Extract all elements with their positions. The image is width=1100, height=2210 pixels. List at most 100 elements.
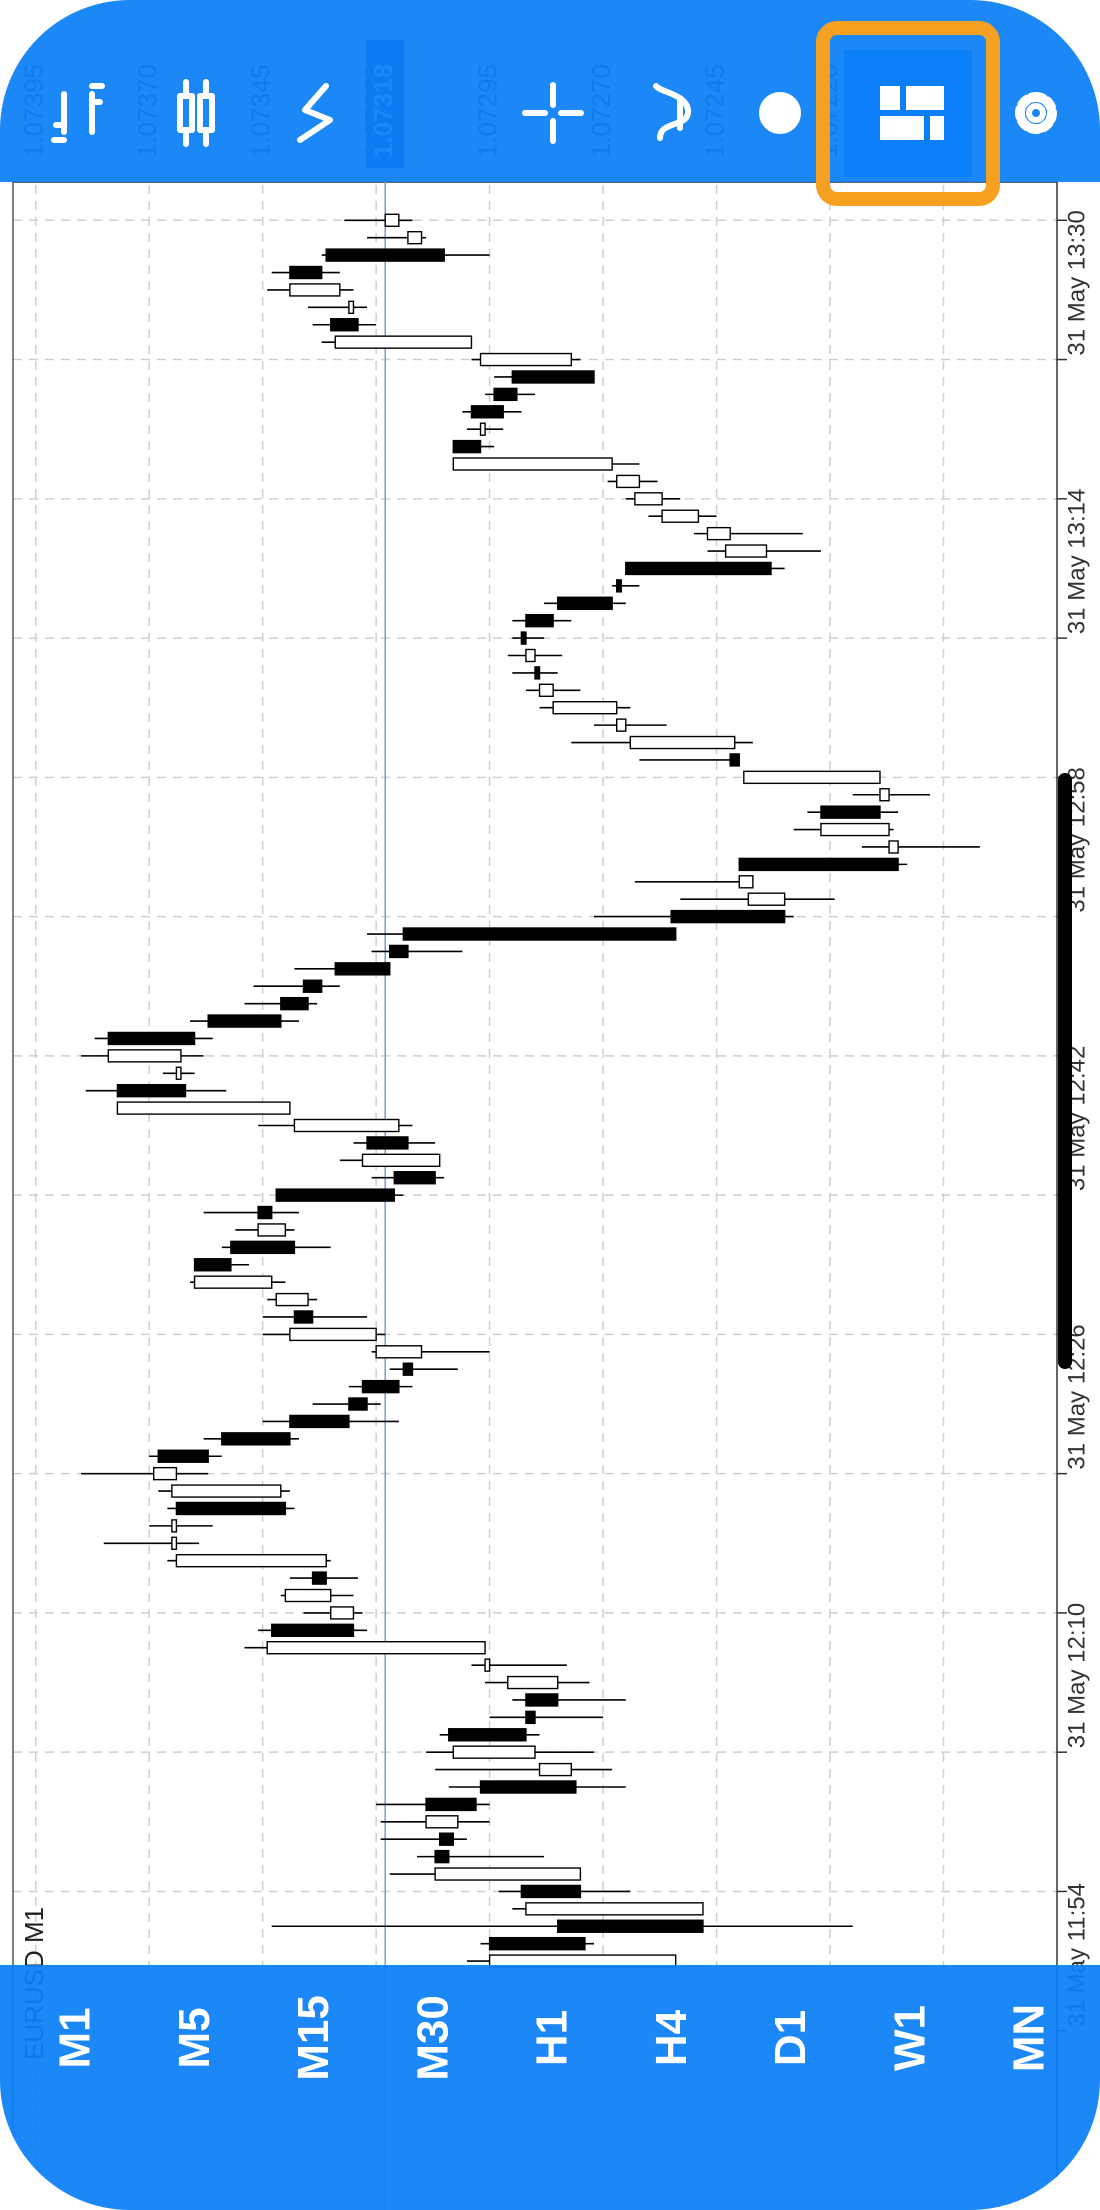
scrollbar[interactable] [1058,773,1072,1369]
candle-body [171,1536,178,1550]
bars-icon[interactable] [51,83,105,143]
candle-body [425,1797,477,1812]
timeframe-button[interactable]: M5 [170,2007,219,2068]
line-icon[interactable] [297,83,333,143]
candle-body [289,1327,377,1342]
timeframe-button[interactable]: D1 [766,2010,815,2066]
candle-body [425,1815,459,1829]
candle-body [402,927,677,941]
candle-body [525,613,554,628]
candle-body [171,1519,178,1533]
timeframe-button[interactable]: MN [1005,2004,1054,2072]
candle-body [625,561,772,576]
candle-body [153,1466,178,1481]
candle-body [479,1780,577,1794]
x-tick-label: 31 May 13:14 [1063,489,1090,634]
crosshair-icon[interactable] [522,82,584,144]
candle-body [207,1014,282,1028]
candle-body [520,1884,582,1899]
candle-body [116,1083,187,1098]
candle-body [661,509,700,523]
timeframe-button[interactable]: H1 [528,2010,577,2066]
candle-body [257,1223,287,1237]
settings-icon[interactable] [1015,92,1057,134]
timeframe-button[interactable]: M1 [51,2007,100,2068]
timeframe-button[interactable]: W1 [885,2005,934,2071]
candle-body [534,666,541,680]
candle-body [289,1414,350,1429]
candle-body [293,1118,400,1133]
candle-body [193,1275,273,1289]
timeframe-button[interactable]: M30 [408,1995,457,2081]
candle-body [488,1936,586,1951]
candle-body [747,892,786,906]
candle-body [452,439,482,454]
candle-body [738,875,754,889]
candle-body [520,631,527,645]
candle-body [107,1031,196,1046]
candle-body [302,979,323,993]
timeframe-button[interactable]: M15 [289,1995,338,2081]
candle-body [479,422,486,436]
x-tick-label: 31 May 13:30 [1063,210,1090,355]
candle-body [634,492,663,506]
candle-body [271,1623,355,1638]
candle-body [280,996,309,1011]
candle-body [175,1553,327,1568]
toolbar-icons [51,21,1057,206]
candle-body [556,596,613,610]
candle-body [525,648,536,663]
candles-icon[interactable] [177,79,215,147]
candle-body [556,1919,704,1933]
candle-body [438,1832,454,1846]
candle-body [366,1136,409,1150]
candle-body [393,1171,436,1185]
candle-body [616,718,627,732]
candle-body [479,352,573,367]
candle-body [375,1345,423,1359]
windows-highlight[interactable] [816,21,1000,206]
candle-body [157,1449,209,1463]
candle-body [820,805,881,819]
indicators-icon[interactable] [653,83,691,141]
candle-body [193,1258,232,1272]
candle-body [493,387,518,402]
candle-body [289,283,341,297]
candle-body [361,1379,400,1394]
candle-body [525,1710,536,1725]
candle-body [538,683,554,698]
candle-body [729,753,740,767]
candle-body [334,335,473,349]
candle-body [470,405,504,419]
timeframe-bar [0,1965,1100,2210]
candle-body [230,1240,296,1255]
candle-body [330,1606,355,1620]
candle-body [452,1745,536,1759]
candle-body [402,1362,414,1376]
timeframe-list: M1 M5 M15 M30 H1 H4 D1 W1 MN [51,1995,1054,2081]
candle-body [325,248,445,262]
candle-body [289,265,323,280]
candle-body [448,1728,527,1742]
candle-body [525,1902,704,1916]
candle-body [616,474,641,489]
candle-body [888,840,899,854]
candle-body [616,579,622,593]
candle-body [348,300,355,315]
candle-body [706,526,731,541]
candle-body [275,1292,309,1307]
candle-body [452,457,613,471]
candle-body [724,544,768,558]
timeframe-button[interactable]: H4 [647,2009,696,2066]
candle-body [175,1501,287,1516]
candle-body [879,788,890,802]
candle-body [257,1205,273,1220]
candle-body [348,1397,368,1411]
objects-icon[interactable] [759,92,801,134]
candle-body [175,1066,182,1080]
candle-body [275,1188,395,1202]
